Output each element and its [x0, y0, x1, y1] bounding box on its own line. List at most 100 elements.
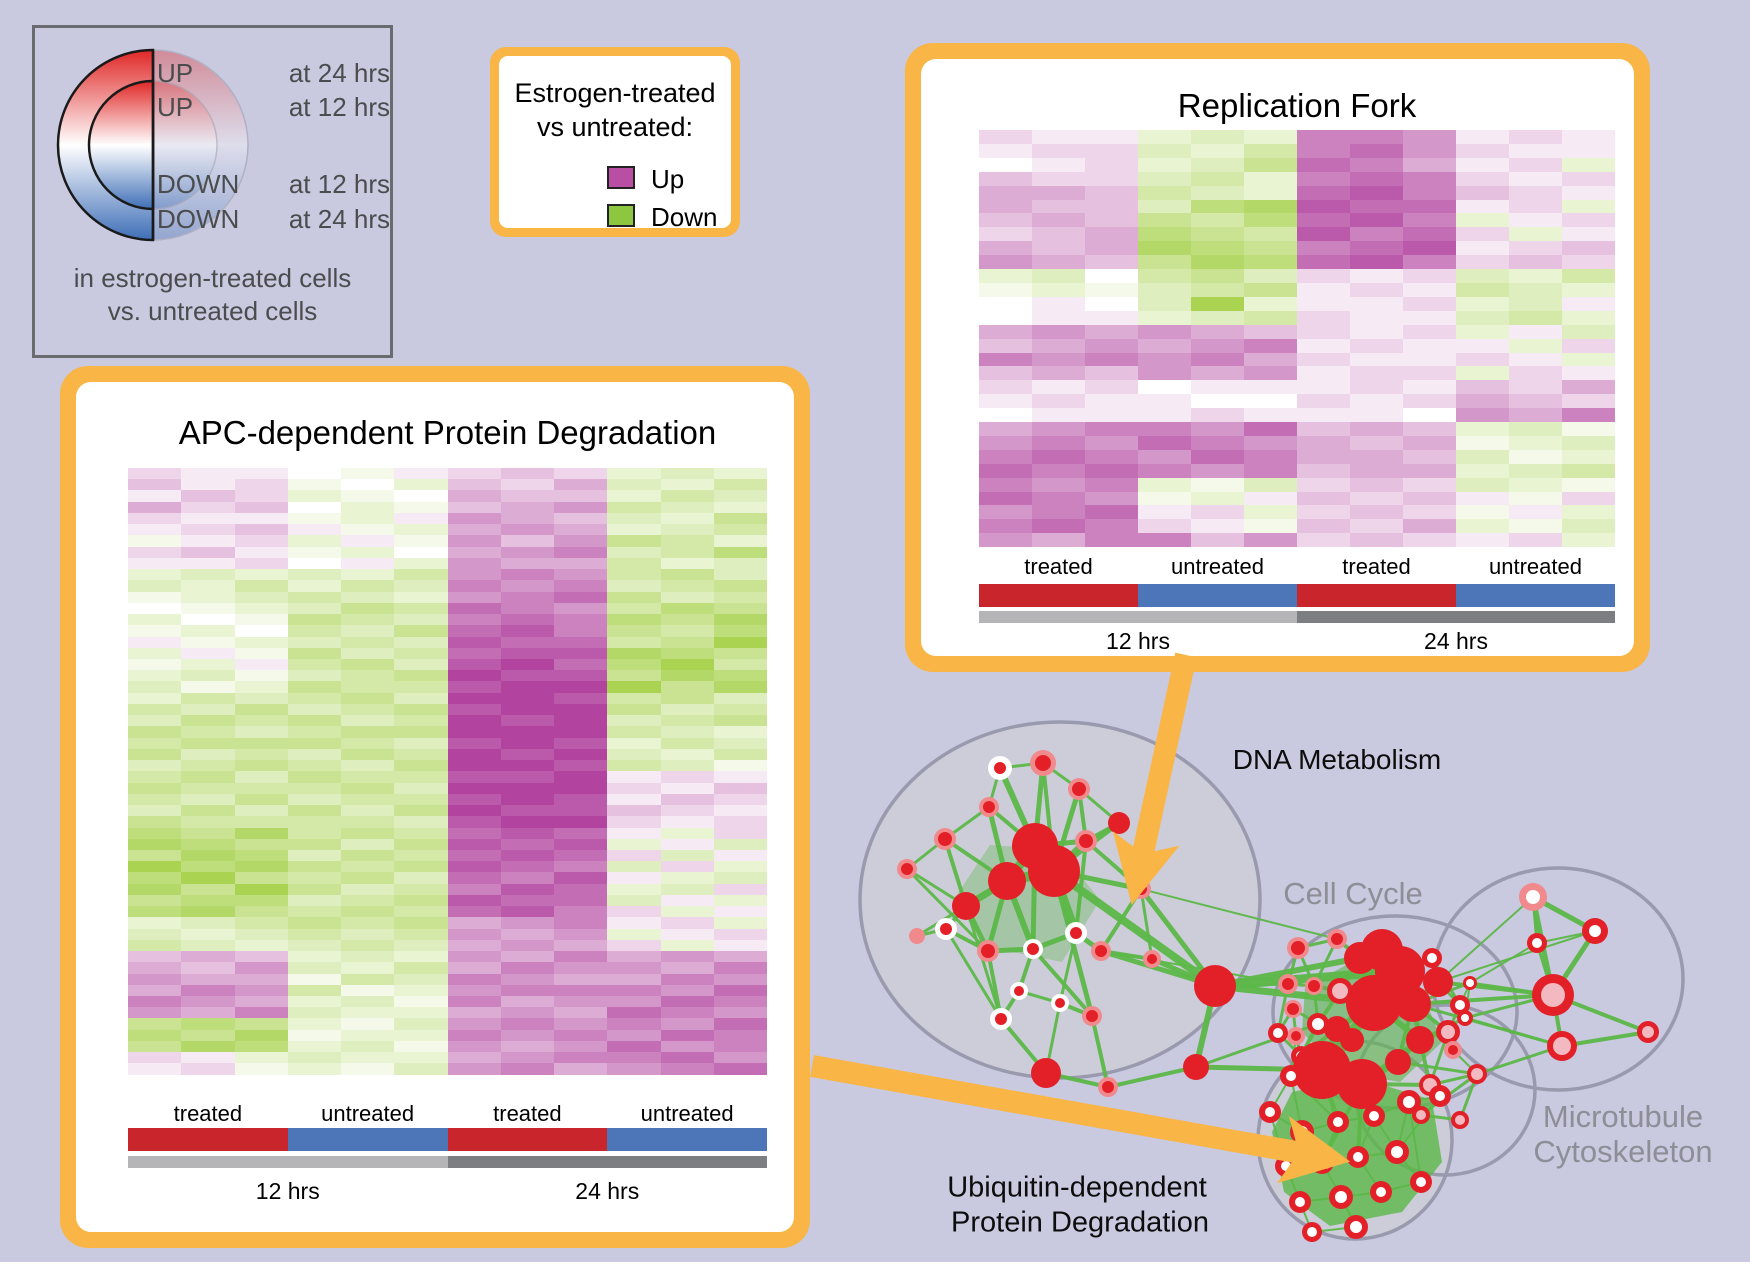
heatmap-cell	[713, 468, 767, 480]
heatmap-cell	[1350, 213, 1403, 228]
heatmap-cell	[554, 996, 608, 1008]
heatmap-cell	[1085, 519, 1138, 534]
heatmap-row	[979, 408, 1615, 423]
heatmap-cell	[1191, 463, 1244, 478]
heatmap-cell	[287, 703, 341, 716]
time-bar	[1297, 611, 1615, 623]
heatmap-cell	[660, 1052, 714, 1064]
heatmap-cell	[1138, 269, 1191, 283]
cluster-microtubule-a	[1431, 866, 1685, 1092]
heatmap-cell	[287, 883, 341, 895]
heatmap-cell	[341, 838, 395, 850]
rf-time-bars	[979, 611, 1615, 623]
network-edge	[1475, 1044, 1564, 1076]
network-edge	[1211, 982, 1378, 1007]
heatmap-cell	[394, 625, 448, 637]
heatmap-cell	[234, 1040, 288, 1053]
heatmap-cell	[234, 726, 288, 738]
heatmap-cell	[341, 861, 395, 873]
network-edge	[1349, 1000, 1377, 1043]
heatmap-cell	[979, 143, 1032, 158]
heatmap-cell	[713, 703, 767, 716]
heatmap-cell	[447, 636, 501, 648]
heatmap-cell	[128, 602, 182, 615]
heatmap-cell	[341, 962, 395, 974]
heatmap-row	[979, 435, 1615, 450]
gene-node-ring	[1259, 1101, 1281, 1123]
heatmap-cell	[1244, 255, 1297, 270]
network-edge	[999, 1017, 1048, 1075]
heatmap-cell	[181, 535, 235, 547]
heatmap-cell	[394, 490, 448, 502]
heatmap-cell	[500, 816, 554, 828]
heatmap-cell	[128, 962, 182, 974]
heatmap-cell	[1562, 227, 1615, 242]
heatmap-cell	[341, 557, 395, 570]
heatmap-cell	[1138, 143, 1191, 158]
heatmap-cell	[1138, 352, 1191, 367]
treatment-bar	[1456, 584, 1615, 607]
gene-node-red	[1108, 812, 1130, 834]
heatmap-cell	[234, 490, 288, 502]
network-edge	[1077, 787, 1088, 843]
heatmap-cell	[1562, 463, 1615, 478]
heatmap-cell	[1085, 130, 1138, 144]
heatmap-cell	[1562, 477, 1615, 492]
network-edge	[1458, 1072, 1479, 1122]
heatmap-row	[128, 468, 767, 480]
heatmap-cell	[660, 951, 714, 963]
heatmap-cell	[554, 512, 608, 525]
network-edge	[1276, 1007, 1295, 1035]
heatmap-cell	[234, 737, 288, 749]
heatmap-cell	[1350, 338, 1403, 353]
heatmap-cell	[1085, 296, 1138, 311]
heatmap-cell	[713, 479, 767, 491]
network-edge	[1551, 993, 1650, 1034]
heatmap-cell	[607, 939, 661, 952]
treatment-bar	[607, 1128, 767, 1151]
heatmap-row	[128, 917, 767, 929]
heatmap-cell	[128, 1052, 182, 1064]
heatmap-cell	[1562, 171, 1615, 186]
dna-metabolism-label: DNA Metabolism	[1232, 744, 1442, 775]
heatmap-cell	[713, 1029, 767, 1041]
gene-node-core	[1350, 1221, 1362, 1233]
heatmap-cell	[181, 591, 235, 603]
heatmap-cell	[1244, 310, 1297, 325]
heatmap-cell	[554, 849, 608, 862]
heatmap-cell	[607, 636, 661, 648]
heatmap-cell	[394, 1007, 448, 1019]
heatmap-cell	[1244, 199, 1297, 214]
heatmap-cell	[181, 883, 235, 895]
heatmap-cell	[660, 939, 714, 952]
network-edge	[1090, 1014, 1110, 1089]
network-edge	[1560, 1030, 1650, 1048]
heatmap-cell	[1456, 366, 1509, 381]
heatmap-cell	[341, 849, 395, 862]
network-edge	[1464, 982, 1471, 1019]
network-edge	[964, 904, 1003, 1021]
network-edge	[1004, 878, 1036, 952]
heatmap-cell	[1562, 505, 1615, 520]
heatmap-cell	[181, 973, 235, 985]
heatmap-cell	[234, 614, 288, 626]
network-edge	[1213, 982, 1290, 988]
heatmap-cell	[1191, 157, 1244, 172]
heatmap-cell	[1244, 463, 1297, 478]
heatmap-cell	[128, 625, 182, 637]
heatmap-cell	[447, 614, 501, 626]
heatmap-cell	[181, 906, 235, 918]
heatmap-cell	[660, 636, 714, 648]
network-edge	[1002, 841, 1040, 886]
heatmap-row	[128, 1007, 767, 1019]
gene-node-ring	[1444, 1041, 1462, 1059]
heatmap-cell	[447, 602, 501, 615]
heatmap-cell	[554, 591, 608, 603]
network-edge	[1380, 1181, 1422, 1193]
heatmap-cell	[1138, 477, 1191, 492]
time-label: 24 hrs	[1424, 628, 1488, 654]
gene-node-ring	[1302, 1222, 1322, 1242]
heatmap-cell	[1456, 310, 1509, 325]
heatmap-cell	[341, 468, 395, 480]
heatmap-cell	[447, 1063, 501, 1075]
